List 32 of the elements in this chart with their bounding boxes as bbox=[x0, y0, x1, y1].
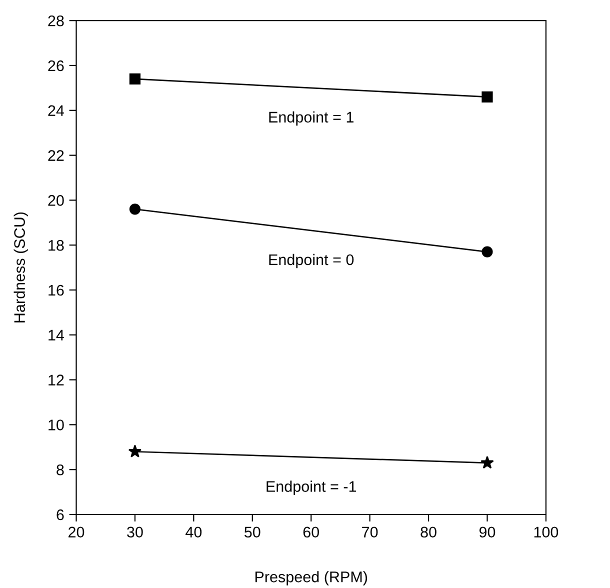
point bbox=[129, 73, 141, 85]
y-tick-label: 8 bbox=[56, 464, 64, 476]
x-tick-label: 80 bbox=[420, 526, 436, 538]
y-tick-label: 26 bbox=[48, 60, 64, 72]
y-tick-label: 14 bbox=[48, 330, 64, 340]
point bbox=[482, 246, 493, 258]
x-tick-label: 50 bbox=[244, 526, 260, 538]
point bbox=[128, 444, 142, 458]
y-axis-title: Hardness (SCU) bbox=[14, 212, 28, 322]
point bbox=[482, 91, 493, 102]
point bbox=[480, 456, 494, 469]
point bbox=[129, 204, 141, 215]
y-tick-label: 12 bbox=[48, 374, 64, 386]
y-tick-label: 18 bbox=[48, 240, 64, 251]
series-label: Endpoint = 0 bbox=[269, 254, 354, 268]
x-tick-label: 20 bbox=[68, 526, 84, 538]
y-tick-label: 24 bbox=[48, 105, 64, 116]
y-tick-label: 10 bbox=[48, 420, 64, 430]
x-tick-label: 100 bbox=[534, 526, 558, 538]
y-tick-label: 22 bbox=[48, 150, 64, 161]
y-tick-label: 16 bbox=[48, 284, 64, 296]
y-tick-label: 6 bbox=[56, 509, 64, 520]
x-tick-label: 70 bbox=[362, 526, 378, 538]
x-tick-label: 30 bbox=[127, 526, 143, 538]
y-tick-label: 28 bbox=[48, 15, 64, 26]
x-tick-label: 60 bbox=[303, 526, 319, 538]
series-label: Endpoint = -1 bbox=[266, 480, 356, 495]
x-tick-label: 40 bbox=[186, 526, 202, 538]
series-label: Endpoint = 1 bbox=[269, 111, 354, 126]
x-tick-label: 90 bbox=[479, 526, 496, 538]
x-axis-title: Prespeed (RPM) bbox=[255, 571, 368, 586]
y-tick-label: 20 bbox=[48, 195, 64, 206]
